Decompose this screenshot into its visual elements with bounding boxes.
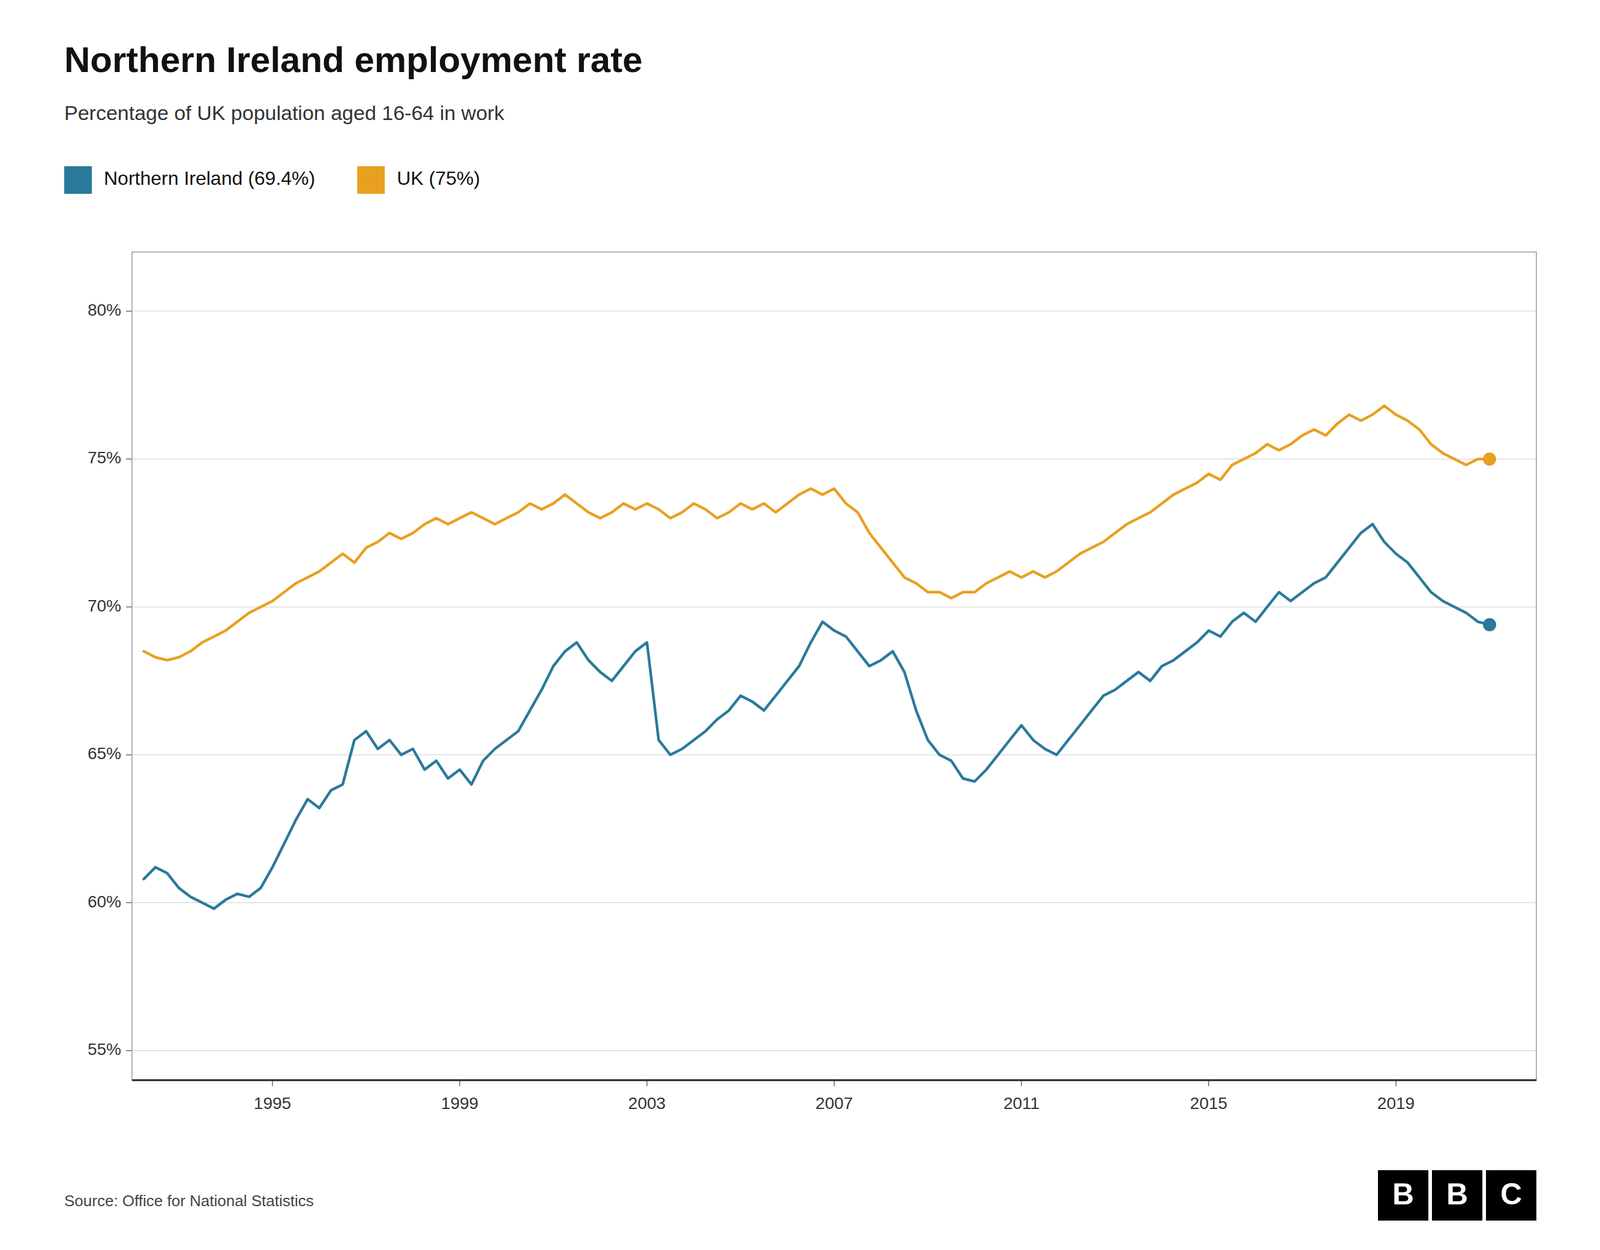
plot-data (144, 405, 1497, 909)
end-point (1482, 452, 1497, 466)
logo-box (1431, 1170, 1483, 1221)
background (0, 0, 1600, 1250)
logo-letter: B (1446, 1177, 1468, 1212)
logo-letter: B (1392, 1177, 1414, 1212)
tick-label: 2003 (628, 1094, 666, 1113)
tick-label: 1999 (441, 1094, 479, 1113)
grid-line (132, 606, 1537, 608)
legend-swatch (64, 166, 92, 194)
grid-line (132, 902, 1537, 904)
axes: 55% 60% 65% 70% 75% 80% 1995 1999 2003 2007 2011 20… (87, 252, 1537, 1113)
series-line (144, 405, 1491, 661)
tick-mark (126, 902, 133, 904)
tick-label: 55% (87, 1040, 122, 1059)
series-line (144, 523, 1491, 909)
legend-item: UK (75%) (357, 166, 481, 194)
tick-label: 2007 (815, 1094, 853, 1113)
tick-label: 65% (87, 744, 122, 763)
tick-mark (126, 754, 133, 756)
grid-line (132, 1050, 1537, 1052)
tick-label: 2015 (1190, 1094, 1228, 1113)
chart: Northern Ireland employment rate Percenta… (0, 0, 1600, 1250)
logo-box (1377, 1170, 1429, 1221)
legend-item: Northern Ireland (69.4%) (64, 166, 316, 194)
tick-label: 1995 (253, 1094, 292, 1113)
grid-line (132, 458, 1537, 460)
tick-label: 2019 (1377, 1094, 1415, 1113)
tick-label: 2011 (1003, 1094, 1040, 1113)
tick-mark (126, 606, 133, 608)
tick-mark (126, 458, 133, 460)
tick-label: 70% (87, 596, 122, 616)
grid-line (132, 754, 1537, 756)
title: Northern Ireland employment rate (64, 39, 643, 80)
logo: BBC (1377, 1170, 1537, 1221)
tick-mark (126, 1050, 133, 1052)
legend-label: Northern Ireland (69.4%) (103, 167, 316, 190)
legend: Northern Ireland (69.4%) UK (75%) (64, 166, 481, 194)
logo-letter: C (1500, 1177, 1522, 1212)
legend-label: UK (75%) (396, 167, 481, 190)
grid-line (132, 310, 1537, 313)
source: Source: Office for National Statistics (64, 1191, 314, 1210)
subtitle: Percentage of UK population aged 16-64 i… (64, 101, 505, 125)
plot-frame (132, 252, 1537, 1081)
tick-label: 75% (87, 448, 122, 467)
tick-mark (126, 310, 133, 313)
x-axis-line (132, 1079, 1537, 1082)
tick-label: 60% (87, 892, 122, 912)
legend-swatch (357, 166, 385, 194)
tick-label: 80% (87, 300, 122, 320)
logo-box (1485, 1170, 1537, 1221)
end-point (1482, 618, 1497, 632)
